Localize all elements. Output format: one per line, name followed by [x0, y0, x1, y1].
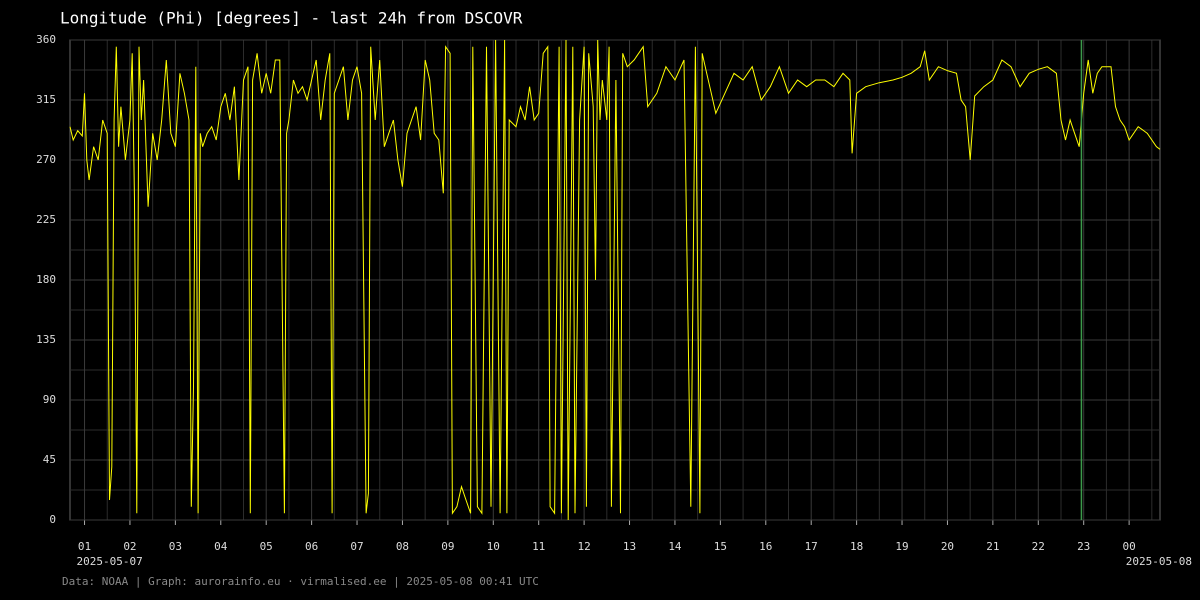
x-tick-label: 23 [1077, 540, 1090, 553]
x-tick-label: 19 [895, 540, 908, 553]
footer: Data: NOAA | Graph: aurorainfo.eu · virm… [62, 575, 539, 588]
y-tick-label: 0 [49, 513, 56, 526]
x-tick-label: 20 [941, 540, 954, 553]
x-tick-label: 02 [123, 540, 136, 553]
chart-title: Longitude (Phi) [degrees] - last 24h fro… [60, 9, 523, 28]
x-tick-label: 22 [1032, 540, 1045, 553]
x-tick-label: 15 [714, 540, 727, 553]
x-date-label: 2025-05-07 [77, 555, 143, 568]
x-tick-label: 17 [805, 540, 818, 553]
x-tick-label: 16 [759, 540, 772, 553]
x-tick-label: 11 [532, 540, 545, 553]
y-tick-label: 225 [36, 213, 56, 226]
x-tick-label: 14 [668, 540, 682, 553]
x-tick-label: 12 [577, 540, 590, 553]
x-tick-label: 13 [623, 540, 636, 553]
x-tick-label: 04 [214, 540, 228, 553]
x-date-label: 2025-05-08 [1126, 555, 1192, 568]
data-line [69, 39, 1161, 521]
x-tick-label: 01 [78, 540, 91, 553]
x-tick-label: 07 [350, 540, 363, 553]
x-tick-label: 08 [396, 540, 409, 553]
x-tick-label: 09 [441, 540, 454, 553]
x-tick-label: 05 [260, 540, 273, 553]
y-tick-label: 45 [43, 453, 56, 466]
x-tick-label: 03 [169, 540, 182, 553]
y-tick-label: 135 [36, 333, 56, 346]
x-tick-label: 21 [986, 540, 999, 553]
y-tick-label: 360 [36, 33, 56, 46]
y-tick-label: 270 [36, 153, 56, 166]
x-tick-label: 00 [1122, 540, 1135, 553]
y-tick-label: 90 [43, 393, 56, 406]
x-tick-label: 06 [305, 540, 318, 553]
x-tick-label: 10 [487, 540, 500, 553]
y-tick-label: 315 [36, 93, 56, 106]
y-tick-label: 180 [36, 273, 56, 286]
x-tick-label: 18 [850, 540, 863, 553]
